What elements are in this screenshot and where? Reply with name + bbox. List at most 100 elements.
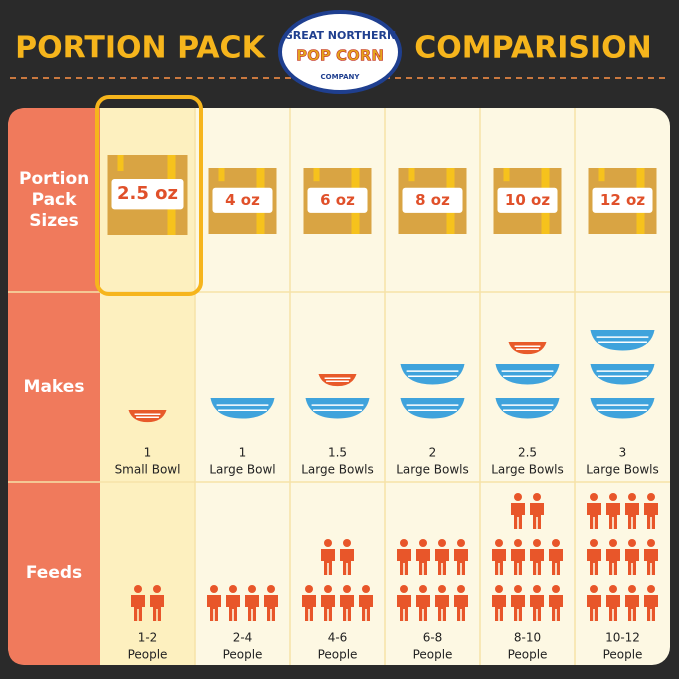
logo [278, 10, 402, 94]
person-body [492, 549, 506, 575]
makes-unit: Large Bowls [491, 463, 564, 477]
person-head [248, 585, 256, 593]
person-head [514, 493, 522, 501]
person-body [530, 549, 544, 575]
person-body [435, 595, 449, 621]
person-head [552, 539, 560, 547]
person-body [340, 595, 354, 621]
person-head [457, 539, 465, 547]
pack-size: 6 oz [320, 191, 355, 209]
person-body [549, 549, 563, 575]
row-label-column [8, 108, 100, 665]
row-label-text: Feeds [25, 563, 83, 583]
person-head [514, 585, 522, 593]
person-head [533, 539, 541, 547]
makes-count: 2.5 [518, 446, 537, 460]
person-body [397, 595, 411, 621]
small-bowl [128, 410, 167, 423]
pack-label [497, 187, 558, 213]
person-head [362, 585, 370, 593]
logo-top: GREAT NORTHERN [284, 29, 396, 42]
person-body [511, 595, 525, 621]
large-bowl [305, 398, 370, 419]
feeds-unit: People [603, 648, 643, 662]
feeds-count: 8-10 [514, 631, 541, 645]
pack-label [592, 187, 653, 213]
person-head [438, 539, 446, 547]
pack-stripe [598, 168, 605, 182]
person-head [324, 585, 332, 593]
row-label-text: Makes [23, 376, 85, 397]
small-bowl [318, 374, 357, 387]
person-head [343, 539, 351, 547]
person-head [533, 585, 541, 593]
person-head [552, 585, 560, 593]
person-head [590, 493, 598, 501]
person-head [324, 539, 332, 547]
person-head [647, 585, 655, 593]
feeds-unit: People [318, 648, 358, 662]
large-bowl [590, 364, 655, 385]
makes-count: 1 [144, 446, 152, 460]
person-head [628, 539, 636, 547]
person-body [131, 595, 145, 621]
person-head [609, 585, 617, 593]
pack-stripe [313, 168, 320, 182]
pack-label [212, 187, 273, 213]
large-bowl [495, 398, 560, 419]
person-head [590, 539, 598, 547]
person-body [416, 549, 430, 575]
person-head [628, 585, 636, 593]
person-head [628, 493, 636, 501]
person-head [495, 585, 503, 593]
person-body [226, 595, 240, 621]
person-body [606, 549, 620, 575]
person-body [302, 595, 316, 621]
feeds-count: 6-8 [423, 631, 443, 645]
makes-count: 1 [239, 446, 247, 460]
person-head [400, 539, 408, 547]
feeds-count: 1-2 [138, 631, 158, 645]
large-bowl [400, 398, 465, 419]
person-head [495, 539, 503, 547]
person-head [210, 585, 218, 593]
person-head [153, 585, 161, 593]
large-bowl [400, 364, 465, 385]
person-body [587, 549, 601, 575]
person-head [609, 493, 617, 501]
person-head [305, 585, 313, 593]
person-head [267, 585, 275, 593]
person-body [359, 595, 373, 621]
row-label: Makes [8, 292, 100, 482]
person-body [492, 595, 506, 621]
person-body [587, 595, 601, 621]
person-body [644, 595, 658, 621]
makes-count: 3 [619, 446, 627, 460]
row-label-text: Portion Pack Sizes [19, 168, 90, 231]
feeds-count: 10-12 [605, 631, 640, 645]
feeds-unit: People [413, 648, 453, 662]
person-body [321, 595, 335, 621]
person-head [419, 585, 427, 593]
person-body [606, 503, 620, 529]
person-body [435, 549, 449, 575]
logo-middle: POP CORN [296, 47, 384, 65]
person-body [321, 549, 335, 575]
person-head [400, 585, 408, 593]
person-body [397, 549, 411, 575]
person-body [416, 595, 430, 621]
person-head [457, 585, 465, 593]
feeds-unit: People [508, 648, 548, 662]
pack-stripe [503, 168, 510, 182]
person-head [609, 539, 617, 547]
person-body [207, 595, 221, 621]
person-body [454, 549, 468, 575]
makes-unit: Small Bowl [115, 463, 181, 477]
person-body [625, 549, 639, 575]
person-head [438, 585, 446, 593]
pack-label [307, 187, 368, 213]
feeds-unit: People [128, 648, 168, 662]
person-body [530, 503, 544, 529]
highlight-frame [95, 95, 203, 296]
